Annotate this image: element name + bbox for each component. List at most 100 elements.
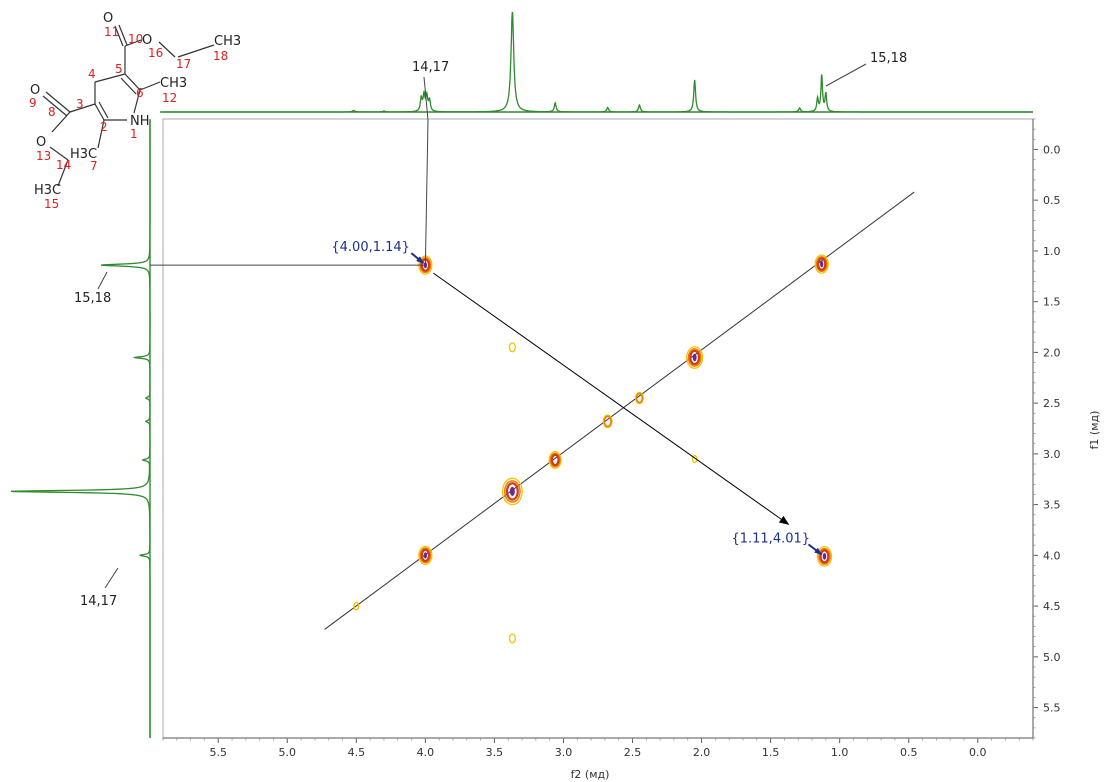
contour-peak [508, 633, 516, 644]
y-tick-label: 1.0 [1043, 245, 1061, 258]
atom-number-12: 12 [162, 91, 177, 105]
atom-o16: O [142, 33, 152, 48]
contour-peak [635, 391, 644, 405]
contour-level-core [423, 552, 428, 559]
x-tick-label: 3.0 [555, 746, 573, 759]
peak-label-4-00-1-14: {4.00,1.14} [331, 240, 410, 255]
contour-level-core [822, 552, 827, 560]
x-tick-label: 2.5 [624, 746, 642, 759]
peak-label-pointer-2 [807, 543, 823, 556]
x-axis: 5.5 5.0 4.5 4.0 3.5 3.0 2.5 2.0 1.5 1.0 0.5 0.0 [162, 737, 1034, 759]
contour-level-mid [818, 547, 831, 565]
y-tick-label: 5.0 [1043, 651, 1061, 664]
x-tick-label: 4.0 [417, 746, 435, 759]
contour-level-outer [508, 633, 516, 644]
contour-level-inner [505, 482, 519, 501]
f2-projection-spectrum [160, 11, 1033, 113]
contour-level-mid [603, 415, 612, 428]
contour-peak [814, 254, 829, 274]
atom-number-10: 10 [128, 32, 143, 46]
bond-c8-o13 [51, 111, 71, 133]
peak-coordinate-labels: {4.00,1.14} {1.11,4.01} [331, 240, 823, 556]
atom-o9: O [30, 83, 40, 98]
atom-number-14: 14 [56, 158, 71, 172]
f2-projection-trace [163, 11, 1033, 113]
bond-c10-o16 [124, 39, 142, 47]
contour-level-mid [635, 392, 644, 404]
atom-number-7: 7 [90, 159, 98, 173]
connector-f2-label-14-17 [423, 76, 429, 121]
atom-number-3: 3 [76, 97, 84, 111]
contour-level-outer [635, 391, 644, 405]
y-tick-label: 0.0 [1043, 143, 1061, 156]
bond-c14-c15 [57, 159, 69, 187]
bond-c3-c8 [69, 103, 96, 113]
cross-peak-arrow [433, 272, 790, 525]
atom-ch3-12: CH3 [160, 76, 187, 91]
plot-frame [162, 118, 1034, 739]
contour-level-mid [687, 348, 702, 367]
atom-number-1: 1 [130, 127, 138, 141]
assignment-label-f2-15-18: 15,18 [870, 51, 907, 66]
atom-number-16: 16 [148, 46, 163, 60]
y-tick-label: 4.0 [1043, 549, 1061, 562]
contour-level-outer [602, 414, 613, 429]
assignment-label-f2-14-17: 14,17 [412, 60, 449, 75]
atom-o11: O [103, 11, 113, 26]
atom-nh: NH [130, 114, 150, 129]
atom-number-11: 11 [104, 25, 119, 39]
contour-level-mid [815, 256, 828, 273]
x-tick-label: 5.0 [279, 746, 297, 759]
contour-level-inner [819, 549, 830, 564]
contour-level-mid [419, 547, 432, 564]
bond-c5-c6-a [124, 73, 141, 91]
y-tick-label: 0.5 [1043, 194, 1061, 207]
contour-level-outer [501, 477, 523, 506]
y-tick-label: 1.5 [1043, 296, 1061, 309]
assignment-connectors [97, 63, 867, 589]
x-tick-label: 1.5 [762, 746, 780, 759]
atom-number-2: 2 [100, 120, 108, 134]
f1-projection-trace [10, 119, 151, 738]
bond-c2-c7 [97, 119, 105, 149]
contour-level-inner [689, 349, 701, 366]
atom-number-5: 5 [115, 62, 123, 76]
contour-level-outer [418, 545, 433, 565]
x-tick-label: 1.0 [831, 746, 849, 759]
assignment-label-f1-14-17: 14,17 [80, 594, 117, 609]
x-tick-label: 2.0 [693, 746, 711, 759]
contour-level-outer [814, 254, 829, 274]
contour-level-outer [548, 451, 562, 469]
x-tick-label: 0.0 [969, 746, 987, 759]
y-tick-label: 3.0 [1043, 448, 1061, 461]
y-tick-label: 2.5 [1043, 397, 1061, 410]
y-tick-label: 4.5 [1043, 600, 1061, 613]
atom-number-15: 15 [44, 197, 59, 211]
contour-level-core [820, 260, 824, 268]
contour-peaks [353, 254, 833, 644]
atom-number-9: 9 [29, 96, 37, 110]
contour-level-core [692, 353, 697, 362]
contour-peak [418, 545, 433, 565]
contour-level-outer [816, 546, 833, 567]
f1-projection-spectrum [10, 119, 151, 738]
x-tick-label: 0.5 [900, 746, 918, 759]
atom-o13: O [36, 135, 46, 150]
contour-peak [602, 414, 613, 429]
connector-f1-label-14-17 [104, 567, 119, 589]
contour-level-outer [686, 346, 704, 369]
bond-c6-n1 [133, 89, 141, 114]
contour-level-inner [550, 453, 560, 467]
bond-o16-c17 [158, 41, 176, 58]
connector-to-f2-14-17 [424, 119, 429, 266]
atom-h3c-7: H3C [70, 147, 97, 162]
atom-number-17: 17 [176, 57, 191, 71]
bond-c5-c4 [94, 73, 126, 83]
x-axis-label: f2 (мд) [571, 768, 610, 781]
bond-c8-o9-b [42, 95, 68, 117]
contour-peak [353, 601, 360, 611]
contour-level-mid [503, 480, 521, 503]
bond-c3-c2-b [98, 101, 109, 119]
molecule-atom-numbers: 1 2 3 4 5 6 7 8 9 10 11 12 13 14 15 16 1… [29, 25, 228, 211]
